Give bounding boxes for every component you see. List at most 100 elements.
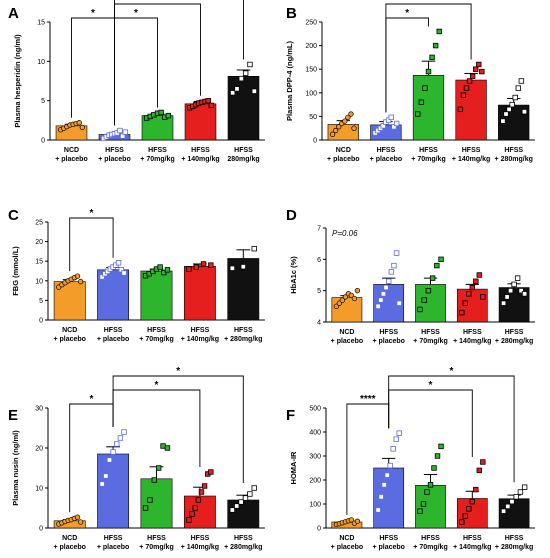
x-tick-label: + placebo — [372, 338, 404, 345]
x-tick-label: + placebo — [53, 544, 85, 551]
data-point — [513, 494, 519, 500]
data-point — [378, 494, 384, 500]
data-point — [503, 111, 509, 117]
data-point — [351, 295, 358, 302]
data-point — [186, 517, 192, 523]
data-point — [473, 66, 479, 72]
data-point — [469, 498, 475, 505]
data-point — [466, 78, 473, 84]
data-point — [384, 472, 390, 478]
x-tick-label: HFSS — [148, 147, 167, 154]
data-point — [351, 125, 357, 131]
data-point — [424, 489, 430, 495]
p-value-annotation: P=0.06 — [332, 229, 358, 238]
data-point — [473, 278, 479, 284]
y-tick-label: 5 — [317, 288, 321, 295]
data-point — [459, 309, 465, 316]
data-point — [417, 306, 423, 313]
data-point — [332, 127, 339, 134]
panel-letter: A — [8, 5, 19, 22]
data-point — [348, 111, 354, 117]
significance-label: * — [405, 8, 409, 19]
panel-letter: F — [286, 407, 295, 424]
x-tick-label: HFSS — [191, 327, 210, 334]
x-tick-label: HFSS — [421, 329, 440, 336]
data-point — [507, 287, 514, 294]
bar — [415, 484, 446, 529]
x-tick-label: + 280mg/kg — [495, 156, 533, 163]
x-tick-label: NCD — [62, 535, 77, 542]
significance-label: **** — [360, 394, 376, 405]
significance-bracket — [388, 375, 515, 483]
x-tick-label: HFSS — [421, 535, 440, 542]
data-point — [161, 269, 167, 276]
x-tick-label: NCD — [64, 147, 79, 154]
x-tick-label: 280mg/kg — [227, 156, 259, 163]
data-point — [434, 453, 441, 459]
y-axis-label: HbA1c (%) — [289, 256, 298, 294]
data-point — [339, 297, 346, 303]
y-tick-label: 20 — [35, 239, 43, 246]
data-point — [417, 508, 423, 514]
panel-a: A 0 5 10 15 Plasma hesperidin (ng/ml) NCD + pla… — [8, 0, 265, 163]
x-tick-label: HFSS — [419, 147, 438, 154]
data-point — [103, 473, 109, 479]
significance-bracket — [71, 17, 115, 126]
x-tick-label: + 280mg/kg — [495, 544, 533, 551]
significance-bracket — [388, 389, 473, 457]
y-axis-label: Plasma DPP-4 (ng/mL) — [285, 40, 294, 121]
data-point — [436, 28, 442, 35]
data-point — [518, 78, 525, 84]
data-point — [420, 501, 427, 507]
y-tick-label: 0 — [41, 138, 45, 145]
data-point — [329, 131, 336, 137]
data-point — [385, 278, 392, 284]
data-point — [429, 275, 436, 281]
data-point — [479, 68, 485, 75]
data-point — [336, 124, 342, 130]
data-point — [504, 294, 510, 300]
data-point — [229, 90, 236, 96]
data-point — [505, 503, 511, 510]
panel-letter: D — [286, 207, 297, 224]
data-point — [354, 288, 361, 294]
data-point — [118, 267, 125, 273]
x-tick-label: + placebo — [55, 156, 87, 163]
x-tick-label: + 140mg/kg — [181, 156, 219, 163]
data-point — [415, 111, 421, 117]
data-point — [115, 260, 122, 266]
data-point — [74, 273, 81, 279]
y-tick-label: 200 — [305, 43, 317, 50]
data-point — [521, 291, 528, 297]
bar — [227, 75, 260, 141]
data-point — [165, 112, 172, 119]
significance-bracket — [112, 375, 244, 483]
significance-label: * — [449, 366, 453, 377]
x-tick-label: HFSS — [147, 535, 166, 542]
y-tick-label: 150 — [305, 67, 317, 74]
y-tick-label: 0 — [39, 318, 43, 325]
data-point — [121, 429, 127, 435]
data-point — [511, 281, 517, 288]
y-axis-label: Plasma hesperidin (ng/ml) — [13, 34, 22, 128]
x-tick-label: + 140mg/kg — [452, 156, 490, 163]
bar — [412, 75, 445, 141]
x-tick-label: HFSS — [377, 147, 396, 154]
y-tick-label: 0 — [317, 526, 321, 533]
data-point — [164, 445, 171, 451]
data-point — [117, 127, 123, 134]
data-point — [438, 443, 444, 450]
data-point — [195, 497, 202, 503]
y-tick-label: 30 — [35, 406, 43, 413]
data-point — [521, 108, 528, 115]
significance-label: * — [429, 380, 433, 391]
data-point — [247, 61, 253, 68]
data-point — [119, 133, 126, 139]
data-point — [99, 481, 105, 487]
data-point — [393, 120, 400, 127]
x-tick-label: + placebo — [98, 156, 130, 163]
data-point — [438, 256, 444, 263]
panel-b: B 0 50 100 150 200 250 Plasma DPP-4 (ng/mL) NCD +… — [285, 0, 535, 163]
y-tick-label: 100 — [305, 90, 317, 97]
data-point — [431, 465, 437, 471]
